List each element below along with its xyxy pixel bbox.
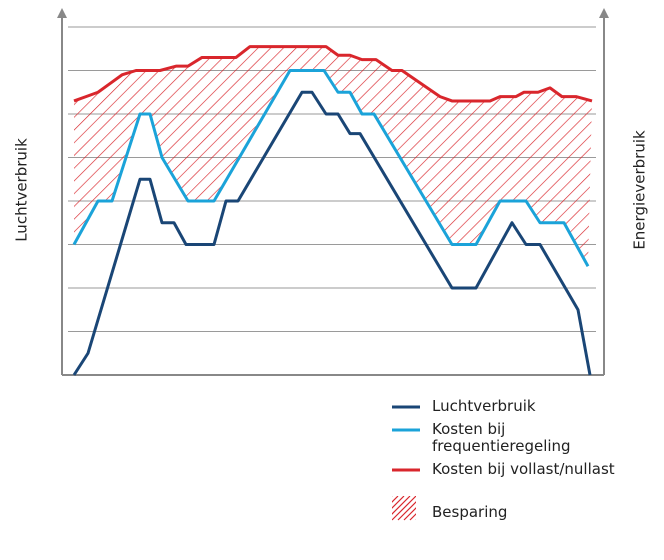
legend-label: Kosten bij vollast/nullast bbox=[432, 460, 615, 478]
line-series bbox=[73, 45, 593, 103]
legend-label: Besparing bbox=[432, 503, 508, 521]
legend: Luchtverbruik Kosten bij frequentieregeli… bbox=[388, 398, 658, 528]
line-series bbox=[72, 90, 592, 376]
y2-axis-arrow bbox=[599, 8, 609, 18]
hatch-stroke bbox=[388, 496, 399, 507]
hatch-clip bbox=[416, 496, 424, 522]
legend-item: Besparing bbox=[388, 496, 658, 522]
hatch-clip bbox=[388, 496, 392, 522]
line-series bbox=[72, 69, 590, 267]
legend-item: Luchtverbruik bbox=[388, 398, 658, 415]
legend-swatch bbox=[388, 496, 424, 522]
y2-axis-label: Energieverbruik bbox=[631, 130, 649, 250]
legend-swatch bbox=[392, 468, 420, 472]
chart: Luchtverbruik Energieverbruik bbox=[13, 8, 649, 376]
savings-area bbox=[74, 46, 592, 267]
legend-item: Kosten bij frequentieregeling bbox=[388, 421, 658, 455]
legend-label: Luchtverbruik bbox=[432, 397, 536, 415]
legend-swatch bbox=[392, 405, 420, 409]
hatch-stroke bbox=[391, 496, 417, 521]
legend-item: Kosten bij vollast/nullast bbox=[388, 461, 658, 478]
legend-swatch bbox=[392, 428, 420, 432]
y-axis-arrow bbox=[57, 8, 67, 18]
y-axis-label: Luchtverbruik bbox=[13, 138, 31, 242]
legend-label: Kosten bij frequentieregeling bbox=[432, 420, 571, 455]
